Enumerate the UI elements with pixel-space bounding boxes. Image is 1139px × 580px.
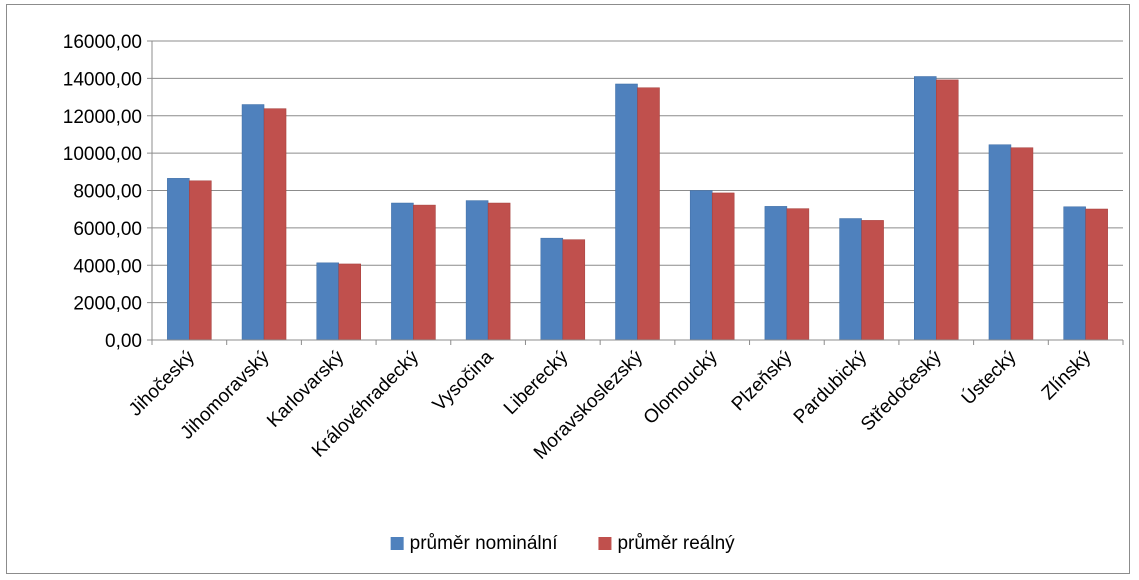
bar xyxy=(615,83,638,341)
bars xyxy=(167,76,1108,341)
x-tick-label: Ústecký xyxy=(957,346,1021,410)
y-tick-label: 2000,00 xyxy=(73,294,142,315)
x-tick-label: Olomoucký xyxy=(640,346,722,428)
bar xyxy=(413,204,436,341)
bar xyxy=(914,76,937,341)
bar xyxy=(988,144,1012,341)
y-axis-ticks: 0,00 2000,00 4000,00 6000,00 8000,00 10000,00… xyxy=(63,32,152,352)
x-tick-label: Středočeský xyxy=(857,346,946,435)
legend-swatch xyxy=(390,537,404,550)
x-tick-label: Plzeňský xyxy=(728,346,797,415)
y-tick-label: 4000,00 xyxy=(73,256,142,277)
bar xyxy=(316,262,339,341)
bar xyxy=(465,200,489,341)
x-tick-label: Vysočina xyxy=(429,346,498,415)
bar xyxy=(1010,147,1034,341)
y-tick-label: 8000,00 xyxy=(73,182,142,203)
bar xyxy=(936,79,959,341)
bar xyxy=(711,192,735,341)
y-tick-label: 16000,00 xyxy=(63,32,142,53)
x-tick-label: Jihočeský xyxy=(125,346,199,420)
x-axis-labels: JihočeskýJihomoravskýKarlovarskýKrálovéh… xyxy=(125,346,1095,464)
bar xyxy=(839,218,862,341)
bar xyxy=(167,178,190,341)
y-tick-label: 14000,00 xyxy=(63,69,142,90)
legend-swatch xyxy=(598,537,612,550)
legend-label: průměr reálný xyxy=(617,533,735,554)
x-tick-label: Pardubický xyxy=(790,346,872,428)
bar xyxy=(540,237,564,341)
x-tick-label: Zlínský xyxy=(1038,346,1096,404)
bar xyxy=(637,87,660,341)
bar xyxy=(786,208,810,341)
bar xyxy=(338,263,361,341)
y-tick-label: 0,00 xyxy=(105,331,142,352)
bar xyxy=(487,202,511,341)
bar xyxy=(241,104,265,341)
legend-label: průměr nominální xyxy=(410,533,559,554)
bar xyxy=(689,190,713,341)
bar xyxy=(861,220,884,341)
bar xyxy=(263,108,287,341)
bar xyxy=(1063,206,1086,341)
bar xyxy=(1085,208,1108,341)
bar xyxy=(764,206,788,341)
bar xyxy=(189,180,212,341)
x-tick-label: Liberecký xyxy=(500,346,573,419)
y-tick-label: 10000,00 xyxy=(63,144,142,165)
bar xyxy=(562,239,586,341)
bar xyxy=(391,202,414,341)
legend: průměr nominální průměr reálný xyxy=(390,533,735,554)
y-tick-label: 12000,00 xyxy=(63,107,142,128)
y-tick-label: 6000,00 xyxy=(73,219,142,240)
axes xyxy=(151,41,1124,345)
